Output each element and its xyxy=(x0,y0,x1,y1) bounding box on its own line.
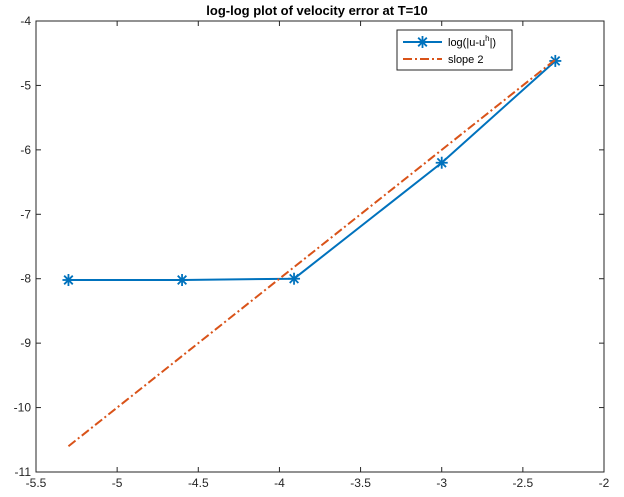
data-point-marker xyxy=(62,274,75,287)
x-tick-label: -4.5 xyxy=(188,476,209,490)
legend-marker-error xyxy=(416,36,429,48)
data-point-marker xyxy=(288,272,301,285)
y-tick-label: -10 xyxy=(14,401,32,415)
y-tick-label: -4 xyxy=(20,14,31,28)
x-tick-label: -5.5 xyxy=(26,476,47,490)
y-tick-label: -7 xyxy=(20,207,31,221)
x-tick-label: -5 xyxy=(112,476,123,490)
series-layer xyxy=(62,54,562,448)
y-tick-label: -5 xyxy=(20,78,31,92)
plot-box xyxy=(35,20,605,473)
legend-box xyxy=(396,29,513,71)
legend-label-error: log(|u-uh|) xyxy=(448,34,496,49)
y-tick-label: -9 xyxy=(20,336,31,350)
data-point-marker xyxy=(435,156,448,169)
series-line-slope-2 xyxy=(67,58,556,448)
chart-title: log-log plot of velocity error at T=10 xyxy=(206,3,427,18)
data-point-marker xyxy=(549,54,562,67)
x-tick-label: -3.5 xyxy=(350,476,371,490)
legend: log(|u-uh|) slope 2 xyxy=(396,29,513,71)
x-tick-label: -3 xyxy=(436,476,447,490)
y-tick-label: -6 xyxy=(20,143,31,157)
legend-label-slope: slope 2 xyxy=(448,54,483,66)
y-tick-label: -11 xyxy=(15,465,32,479)
x-tick-label: -4 xyxy=(274,476,285,490)
data-point-marker xyxy=(176,274,189,287)
x-tick-label: -2.5 xyxy=(513,476,534,490)
y-tick-label: -8 xyxy=(20,272,31,286)
x-tick-label: -2 xyxy=(599,476,610,490)
